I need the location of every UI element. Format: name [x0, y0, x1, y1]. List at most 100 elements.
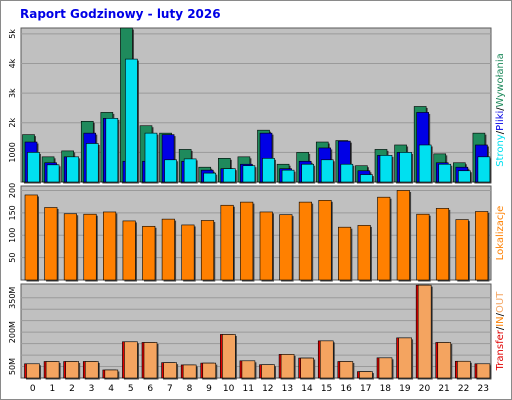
side-label-part: Transfer — [495, 329, 506, 371]
side-label-part: Pliki — [495, 111, 506, 131]
x-tick-label: 10 — [223, 384, 235, 394]
y-tick-label: 4k — [8, 58, 17, 68]
side-label-part: Strony — [495, 134, 506, 167]
bar-strony — [320, 159, 334, 183]
side-label-separator: / — [495, 312, 506, 316]
x-tick-label: 0 — [30, 384, 36, 394]
x-tick-label: 4 — [108, 384, 114, 394]
side-label-requests: Strony/Pliki/Wywołania — [495, 53, 506, 167]
bar-visits — [142, 225, 156, 281]
side-label-part: Wywołania — [495, 53, 506, 107]
side-label-part: Lokalizacje — [495, 206, 506, 261]
bar-transfer-out — [143, 342, 158, 379]
bar-transfer-out — [280, 354, 295, 379]
bar-visits — [63, 213, 77, 281]
bar-strony — [242, 165, 256, 183]
bar-transfer-out — [124, 341, 138, 379]
y-tick-label: 1000 — [8, 142, 17, 162]
bar-transfer-out — [45, 361, 60, 379]
bar-visits — [122, 220, 136, 281]
x-tick-label: 7 — [167, 384, 173, 394]
y-tick-label: 3k — [8, 88, 17, 98]
bar-strony — [223, 168, 236, 183]
bar-visits — [24, 194, 38, 281]
bar-transfer-out — [398, 337, 412, 379]
bar-transfer-out — [417, 284, 432, 379]
bar-transfer-out — [104, 369, 119, 379]
plot-panel-1 — [20, 185, 492, 281]
bar-strony — [477, 156, 491, 183]
x-tick-label: 22 — [458, 384, 469, 394]
side-label-part: OUT — [495, 291, 506, 313]
bar-transfer-out — [378, 357, 393, 379]
y-tick-label: 50M — [8, 358, 17, 375]
bar-transfer-out — [84, 361, 99, 379]
bar-visits — [377, 196, 391, 281]
bar-transfer-out — [437, 342, 452, 379]
x-tick-label: 16 — [340, 384, 352, 394]
side-label-separator: / — [495, 130, 506, 134]
bar-strony — [262, 158, 275, 183]
bar-transfer-out — [261, 364, 275, 379]
bar-visits — [416, 213, 430, 281]
bar-strony — [399, 152, 412, 183]
x-tick-label: 8 — [187, 384, 193, 394]
x-tick-label: 12 — [262, 384, 273, 394]
bar-strony — [105, 118, 119, 183]
y-tick-label: 200M — [8, 321, 17, 343]
side-label-separator: / — [495, 326, 506, 330]
bar-transfer-out — [457, 360, 471, 379]
bar-strony — [340, 163, 354, 183]
x-tick-label: 1 — [50, 384, 56, 394]
bar-visits — [318, 200, 332, 281]
bar-strony — [27, 152, 40, 183]
x-tick-label: 14 — [301, 384, 313, 394]
y-tick-label: 5k — [8, 29, 17, 39]
bar-transfer-out — [65, 361, 79, 379]
x-tick-label: 11 — [242, 384, 253, 394]
bar-visits — [475, 211, 489, 281]
bar-visits — [279, 214, 293, 281]
bar-strony — [379, 155, 393, 183]
bar-strony — [418, 144, 432, 183]
bar-transfer-out — [26, 363, 40, 379]
x-tick-label: 15 — [321, 384, 332, 394]
bar-visits — [435, 208, 450, 281]
x-tick-label: 13 — [282, 384, 293, 394]
bar-visits — [357, 225, 371, 281]
bar-strony — [85, 143, 99, 183]
x-tick-label: 20 — [419, 384, 431, 394]
x-tick-label: 9 — [206, 384, 212, 394]
bar-visits — [83, 213, 97, 281]
y-tick-label: 200 — [8, 183, 17, 198]
bar-strony — [203, 172, 217, 183]
bar-transfer-out — [182, 364, 197, 379]
bar-strony — [281, 169, 295, 183]
bar-visits — [396, 190, 410, 281]
y-tick-label: 350M — [8, 287, 17, 309]
bar-transfer-out — [319, 340, 334, 379]
y-tick-label: 150 — [8, 205, 17, 220]
bar-transfer-out — [202, 362, 217, 379]
bar-transfer-out — [222, 334, 236, 379]
bar-strony — [301, 163, 314, 183]
x-tick-label: 21 — [438, 384, 449, 394]
x-tick-label: 17 — [360, 384, 371, 394]
x-tick-label: 18 — [380, 384, 392, 394]
bar-visits — [161, 218, 175, 281]
x-tick-label: 5 — [128, 384, 134, 394]
bar-visits — [220, 204, 234, 281]
bar-strony — [46, 164, 60, 183]
bar-visits — [44, 207, 58, 281]
bar-strony — [66, 156, 79, 183]
y-tick-label: 50 — [8, 253, 17, 263]
bar-visits — [240, 201, 254, 281]
bar-visits — [200, 220, 215, 281]
x-tick-label: 23 — [477, 384, 488, 394]
y-tick-label: 2k — [8, 118, 17, 128]
bar-strony — [360, 174, 373, 183]
side-label-visits: Lokalizacje — [495, 206, 506, 261]
bar-transfer-out — [163, 362, 177, 379]
bar-visits — [338, 226, 352, 281]
